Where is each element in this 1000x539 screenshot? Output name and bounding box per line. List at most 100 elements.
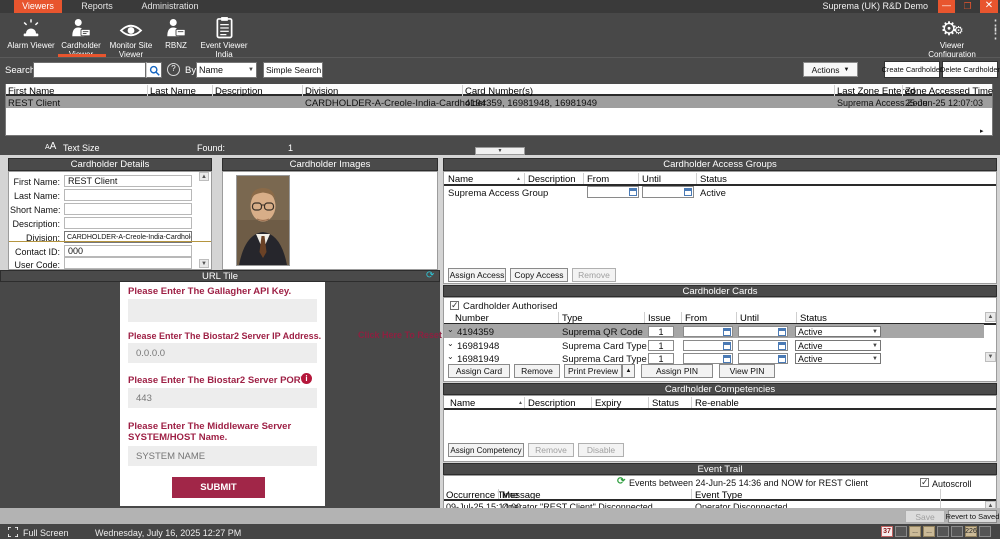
delete-cardholder-button[interactable]: Delete Cardholder	[940, 61, 1000, 78]
first-name-field[interactable]	[64, 175, 192, 187]
calendar-icon[interactable]	[778, 355, 786, 363]
card-until-date-input[interactable]	[738, 326, 788, 337]
status-tile[interactable]: 37	[881, 526, 893, 537]
actions-button[interactable]: Actions ▼	[803, 62, 858, 77]
contact-id-field[interactable]	[64, 245, 192, 257]
scroll-up-icon[interactable]: ▲	[985, 312, 996, 322]
status-tile[interactable]: ...	[923, 526, 935, 537]
expand-chevron-icon[interactable]: ⌄	[447, 339, 454, 348]
card-status-select[interactable]: Active ▼	[795, 353, 881, 364]
create-cardholder-button[interactable]: Create Cardholder	[882, 61, 942, 78]
ribbon-item-rbnz[interactable]: RBNZ	[156, 15, 196, 50]
column-header-name[interactable]: Name	[448, 174, 474, 185]
card-until-date-input[interactable]	[738, 353, 788, 364]
card-from-date-input[interactable]	[683, 353, 733, 364]
scroll-up-icon[interactable]: ▲	[199, 172, 209, 181]
column-header-message[interactable]: Message	[502, 490, 541, 501]
ip-input[interactable]	[128, 343, 317, 363]
assign-access-button[interactable]: Assign Access	[448, 268, 506, 282]
search-by-select[interactable]: Name ▼	[196, 62, 257, 78]
search-mode-select[interactable]: Simple Search▼	[263, 62, 323, 78]
column-header-occurrence-time[interactable]: Occurrence Time	[446, 490, 519, 501]
last-name-field[interactable]	[64, 189, 192, 201]
tab-administration[interactable]: Administration	[141, 1, 199, 11]
card-status-select[interactable]: Active ▼	[795, 326, 881, 337]
calendar-icon[interactable]	[723, 355, 731, 363]
full-screen-icon[interactable]	[7, 526, 19, 539]
column-header-name[interactable]: Name	[450, 398, 476, 409]
search-button[interactable]	[146, 62, 162, 78]
calendar-icon[interactable]	[778, 328, 786, 336]
close-button[interactable]: ✕	[980, 0, 998, 13]
status-tile[interactable]: ...	[909, 526, 921, 537]
cardholder-photo[interactable]	[236, 175, 290, 266]
card-issue[interactable]: 1	[648, 326, 674, 337]
expand-chevron-icon[interactable]: ⌄	[447, 352, 454, 361]
calendar-icon[interactable]	[684, 188, 692, 196]
more-options-icon[interactable]: ⋮ ⋮	[988, 17, 1000, 42]
sort-asc-icon[interactable]: ▲	[518, 400, 523, 406]
column-header-event-type[interactable]: Event Type	[695, 490, 743, 501]
access-from-date-input[interactable]	[587, 186, 639, 198]
calendar-icon[interactable]	[723, 342, 731, 350]
host-input[interactable]	[128, 446, 317, 466]
copy-access-button[interactable]: Copy Access	[510, 268, 568, 282]
card-until-date-input[interactable]	[738, 340, 788, 351]
status-tile[interactable]	[979, 526, 991, 537]
status-tile[interactable]	[937, 526, 949, 537]
disable-competency-button[interactable]: Disable	[578, 443, 624, 457]
access-group-name[interactable]: Suprema Access Group	[448, 188, 549, 199]
card-from-date-input[interactable]	[683, 340, 733, 351]
refresh-icon[interactable]: ⟳	[426, 270, 435, 281]
description-field[interactable]	[64, 217, 192, 229]
column-header-description[interactable]: Description	[215, 86, 263, 97]
text-size-icon[interactable]: AA	[45, 141, 57, 152]
help-icon[interactable]: ?	[167, 63, 180, 76]
refresh-icon[interactable]: ⟳	[617, 476, 626, 487]
card-status-select[interactable]: Active ▼	[795, 340, 881, 351]
access-until-date-input[interactable]	[642, 186, 694, 198]
column-header-until[interactable]: Until	[740, 313, 760, 324]
column-header-description[interactable]: Description	[528, 174, 576, 185]
sort-asc-icon[interactable]: ▲	[516, 176, 521, 182]
column-header-zone-time[interactable]: Zone Accessed Time	[905, 86, 994, 97]
column-header-last-zone[interactable]: Last Zone Entered	[837, 86, 916, 97]
status-tile[interactable]	[951, 526, 963, 537]
remove-competency-button[interactable]: Remove	[528, 443, 574, 457]
api-key-input[interactable]	[128, 299, 317, 322]
viewer-configuration-button[interactable]: ⚙ ⚙ Viewer Configuration	[917, 15, 987, 59]
column-header-card-numbers[interactable]: Card Number(s)	[465, 86, 534, 97]
revert-to-saved-button[interactable]: Revert to Saved	[945, 510, 1000, 523]
print-preview-expand-icon[interactable]: ▲	[622, 364, 635, 378]
port-input[interactable]	[128, 388, 317, 408]
cardholder-authorised-checkbox[interactable]: ✓	[450, 300, 459, 310]
collapse-handle[interactable]: ▼	[475, 147, 525, 155]
minimize-button[interactable]: —	[938, 0, 955, 13]
save-button[interactable]: Save	[905, 510, 945, 523]
user-code-field[interactable]	[64, 257, 192, 269]
column-header-until[interactable]: Until	[642, 174, 662, 185]
short-name-field[interactable]	[64, 203, 192, 215]
column-header-re-enable[interactable]: Re-enable	[695, 398, 739, 409]
view-pin-button[interactable]: View PIN	[719, 364, 775, 378]
column-header-division[interactable]: Division	[305, 86, 339, 97]
column-header-first-name[interactable]: First Name	[8, 86, 55, 97]
assign-competency-button[interactable]: Assign Competency	[448, 443, 524, 457]
autoscroll-checkbox[interactable]: ✓	[920, 477, 929, 487]
reset-link[interactable]: Click Here To Reset	[358, 330, 442, 340]
column-header-number[interactable]: Number	[455, 313, 489, 324]
calendar-icon[interactable]	[723, 328, 731, 336]
table-row-selected[interactable]	[6, 96, 992, 108]
scroll-right-icon[interactable]: ▸	[980, 128, 984, 135]
submit-button[interactable]: SUBMIT	[172, 477, 265, 498]
assign-pin-button[interactable]: Assign PIN	[641, 364, 713, 378]
search-input[interactable]	[33, 62, 146, 78]
column-header-from[interactable]: From	[685, 313, 708, 324]
card-issue[interactable]: 1	[648, 353, 674, 364]
assign-card-button[interactable]: Assign Card	[448, 364, 510, 378]
scroll-down-icon[interactable]: ▼	[985, 352, 996, 362]
remove-card-button[interactable]: Remove	[514, 364, 560, 378]
column-header-status[interactable]: Status	[700, 174, 727, 185]
ribbon-item-monitor-site-viewer[interactable]: Monitor Site Viewer	[106, 15, 156, 59]
remove-access-button[interactable]: Remove	[572, 268, 616, 282]
